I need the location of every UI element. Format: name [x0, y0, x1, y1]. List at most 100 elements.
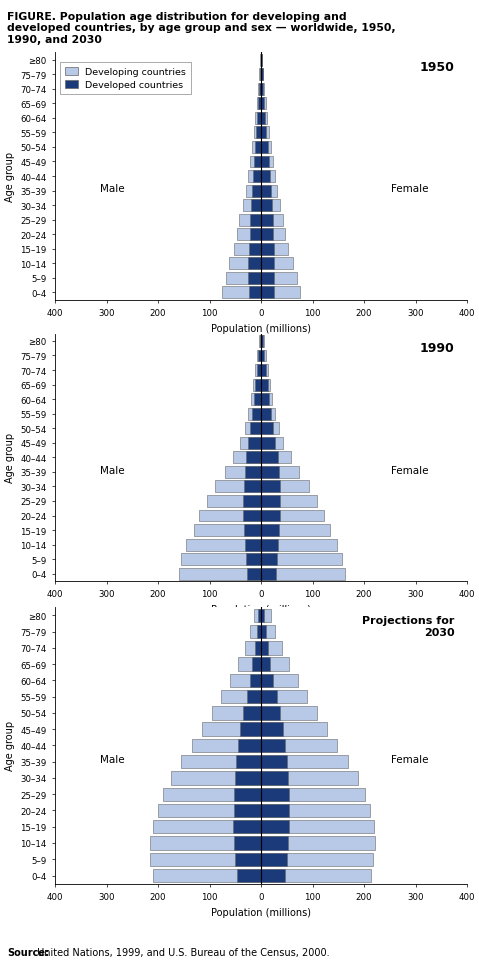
Bar	[261, 54, 262, 67]
Bar	[202, 723, 261, 736]
Bar	[261, 185, 277, 198]
Bar	[153, 820, 261, 833]
Bar	[261, 229, 273, 241]
Y-axis label: Age group: Age group	[5, 433, 15, 483]
Bar	[261, 229, 285, 241]
Bar	[261, 127, 269, 140]
Bar	[261, 625, 275, 639]
Bar	[261, 272, 297, 285]
Bar	[261, 214, 273, 227]
Bar	[192, 739, 261, 752]
Bar	[243, 706, 261, 720]
Bar	[261, 437, 283, 450]
Bar	[261, 452, 291, 464]
Bar	[199, 510, 261, 522]
Bar	[247, 690, 261, 703]
Bar	[261, 495, 317, 508]
Bar	[261, 171, 270, 183]
Bar	[163, 788, 261, 801]
Bar	[261, 200, 280, 212]
Bar	[186, 539, 261, 551]
Bar	[260, 69, 261, 81]
Bar	[261, 156, 273, 169]
Bar	[248, 171, 261, 183]
Bar	[238, 658, 261, 672]
Text: Female: Female	[390, 755, 428, 765]
Bar	[261, 437, 275, 450]
Bar	[242, 200, 261, 212]
Bar	[259, 350, 261, 362]
Bar	[234, 243, 261, 256]
Bar	[251, 393, 261, 406]
Bar	[261, 524, 330, 537]
Bar	[259, 83, 261, 96]
Bar	[261, 820, 375, 833]
Bar	[259, 98, 261, 110]
Bar	[261, 755, 287, 768]
Bar	[259, 69, 261, 81]
Bar	[246, 452, 261, 464]
Text: 1990: 1990	[420, 342, 455, 355]
Bar	[261, 804, 289, 817]
Bar	[261, 674, 274, 687]
Bar	[261, 658, 270, 672]
Bar	[261, 335, 263, 348]
Bar	[261, 690, 308, 703]
Bar	[245, 422, 261, 435]
Bar	[261, 610, 271, 622]
Bar	[257, 350, 261, 362]
Bar	[235, 771, 261, 785]
Bar	[261, 350, 266, 362]
Bar	[261, 112, 265, 125]
Bar	[252, 658, 261, 672]
Bar	[261, 869, 371, 882]
Bar	[234, 788, 261, 801]
Bar	[153, 869, 261, 882]
Bar	[261, 869, 285, 882]
Bar	[250, 422, 261, 435]
Bar	[255, 141, 261, 154]
Bar	[261, 200, 272, 212]
Bar	[261, 69, 262, 81]
Bar	[253, 379, 261, 391]
Bar	[234, 836, 261, 850]
Bar	[261, 243, 274, 256]
Bar	[250, 229, 261, 241]
Bar	[257, 364, 261, 377]
Bar	[261, 243, 288, 256]
Bar	[221, 690, 261, 703]
Bar	[240, 214, 261, 227]
Bar	[245, 641, 261, 655]
Bar	[261, 610, 264, 622]
Bar	[261, 272, 274, 285]
Bar	[261, 510, 280, 522]
Text: United Nations, 1999, and U.S. Bureau of the Census, 2000.: United Nations, 1999, and U.S. Bureau of…	[34, 948, 329, 957]
X-axis label: Population (millions): Population (millions)	[211, 907, 311, 917]
Bar	[261, 466, 279, 479]
Bar	[235, 853, 261, 866]
Bar	[261, 408, 271, 421]
Bar	[261, 755, 348, 768]
Bar	[222, 287, 261, 299]
Bar	[260, 54, 261, 67]
Bar	[179, 568, 261, 580]
Bar	[252, 408, 261, 421]
Bar	[243, 495, 261, 508]
Bar	[251, 200, 261, 212]
Bar	[233, 452, 261, 464]
Bar	[261, 690, 276, 703]
Bar	[257, 625, 261, 639]
X-axis label: Population (millions): Population (millions)	[211, 324, 311, 333]
Bar	[261, 422, 279, 435]
Bar	[248, 437, 261, 450]
Bar	[261, 739, 337, 752]
Text: Male: Male	[101, 465, 125, 475]
Bar	[261, 568, 345, 580]
Bar	[261, 379, 268, 391]
Text: Female: Female	[390, 184, 428, 194]
Bar	[246, 185, 261, 198]
Bar	[245, 539, 261, 551]
Bar	[261, 393, 273, 406]
Text: FIGURE. Population age distribution for developing and
developed countries, by a: FIGURE. Population age distribution for …	[7, 12, 396, 45]
Bar	[238, 739, 261, 752]
